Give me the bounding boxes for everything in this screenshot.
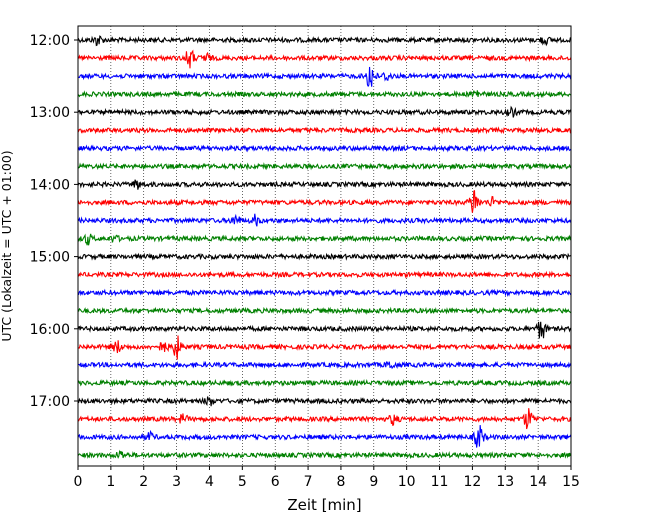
seismogram-traces xyxy=(77,35,572,460)
trace-1730 xyxy=(77,425,572,448)
x-tick-label: 3 xyxy=(172,474,181,490)
y-tick-label: 16:00 xyxy=(30,322,70,338)
trace-1445 xyxy=(77,233,572,246)
trace-1615 xyxy=(77,335,572,360)
trace-1745 xyxy=(77,449,572,460)
x-tick-label: 15 xyxy=(562,474,580,490)
x-tick-label: 13 xyxy=(496,474,514,490)
y-tick-label: 17:00 xyxy=(30,394,70,410)
x-tick-label: 10 xyxy=(398,474,416,490)
x-tick-label: 9 xyxy=(369,474,378,490)
trace-1715 xyxy=(77,408,572,430)
x-tick-label: 11 xyxy=(431,474,449,490)
x-axis-label: Zeit [min] xyxy=(287,496,361,514)
x-tick-label: 0 xyxy=(74,474,83,490)
x-tick-label: 12 xyxy=(463,474,481,490)
trace-1215 xyxy=(77,49,572,69)
trace-1530 xyxy=(77,288,572,298)
x-tick-label: 5 xyxy=(238,474,247,490)
trace-1700 xyxy=(77,396,572,407)
trace-1300 xyxy=(77,105,572,118)
x-tick-label: 2 xyxy=(139,474,148,490)
x-tick-label: 4 xyxy=(205,474,214,490)
trace-1500 xyxy=(77,252,572,261)
trace-1345 xyxy=(77,162,572,171)
trace-1645 xyxy=(77,378,572,388)
y-tick-label: 13:00 xyxy=(30,105,70,121)
trace-1415 xyxy=(77,189,572,213)
trace-1515 xyxy=(77,270,572,279)
y-tick-label: 14:00 xyxy=(30,177,70,193)
trace-1245 xyxy=(77,89,572,99)
trace-1545 xyxy=(77,306,572,316)
trace-1400 xyxy=(77,179,572,190)
x-tick-label: 8 xyxy=(336,474,345,490)
x-tick-label: 6 xyxy=(271,474,280,490)
grid-lines xyxy=(110,26,539,466)
trace-1430 xyxy=(77,213,572,227)
y-tick-label: 12:00 xyxy=(30,33,70,49)
trace-1330 xyxy=(77,144,572,153)
trace-1630 xyxy=(77,360,572,370)
x-tick-label: 14 xyxy=(529,474,547,490)
y-axis-ticks: 12:00 13:00 14:00 15:00 16:00 17:00 xyxy=(30,33,78,410)
y-tick-label: 15:00 xyxy=(30,250,70,266)
trace-1600 xyxy=(77,321,572,339)
x-tick-label: 1 xyxy=(106,474,115,490)
plot-frame xyxy=(77,25,572,467)
x-tick-label: 7 xyxy=(304,474,313,490)
x-axis-ticks: 0 1 2 3 4 5 6 7 8 9 10 11 12 13 14 15 xyxy=(74,466,580,490)
trace-1230 xyxy=(77,66,572,88)
y-axis-label: UTC (Lokalzeit = UTC + 01:00) xyxy=(0,150,14,341)
trace-1315 xyxy=(77,125,572,135)
trace-1200 xyxy=(77,35,572,47)
